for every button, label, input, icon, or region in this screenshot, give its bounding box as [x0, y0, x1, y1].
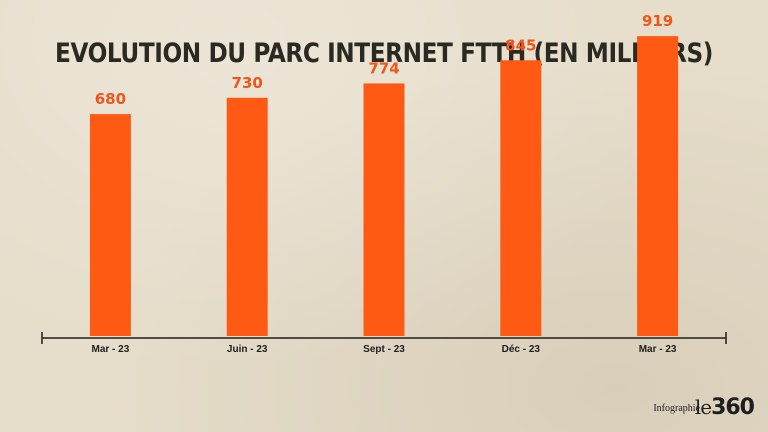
x-tick-label: Mar - 23 [92, 344, 130, 355]
data-label: 919 [642, 12, 673, 30]
x-tick-label: Sept - 23 [363, 344, 405, 355]
data-label: 730 [232, 74, 263, 92]
le360-logo: le360 [694, 395, 755, 420]
bar [226, 97, 268, 336]
bar [637, 36, 679, 337]
bar [89, 114, 131, 337]
chart-title: EVOLUTION DU PARC INTERNET FTTH (EN MILL… [55, 38, 713, 69]
logo-number: 360 [711, 395, 755, 420]
data-label: 774 [368, 59, 399, 77]
data-label: 680 [95, 90, 126, 108]
logo-le: le [694, 395, 712, 419]
x-tick-label: Déc - 23 [502, 344, 541, 355]
credit-text: Infographie [653, 403, 700, 414]
bar [500, 60, 542, 337]
x-tick-label: Mar - 23 [639, 344, 677, 355]
bar [363, 83, 405, 336]
data-label: 845 [505, 36, 536, 54]
x-tick-label: Juin - 23 [227, 344, 268, 355]
